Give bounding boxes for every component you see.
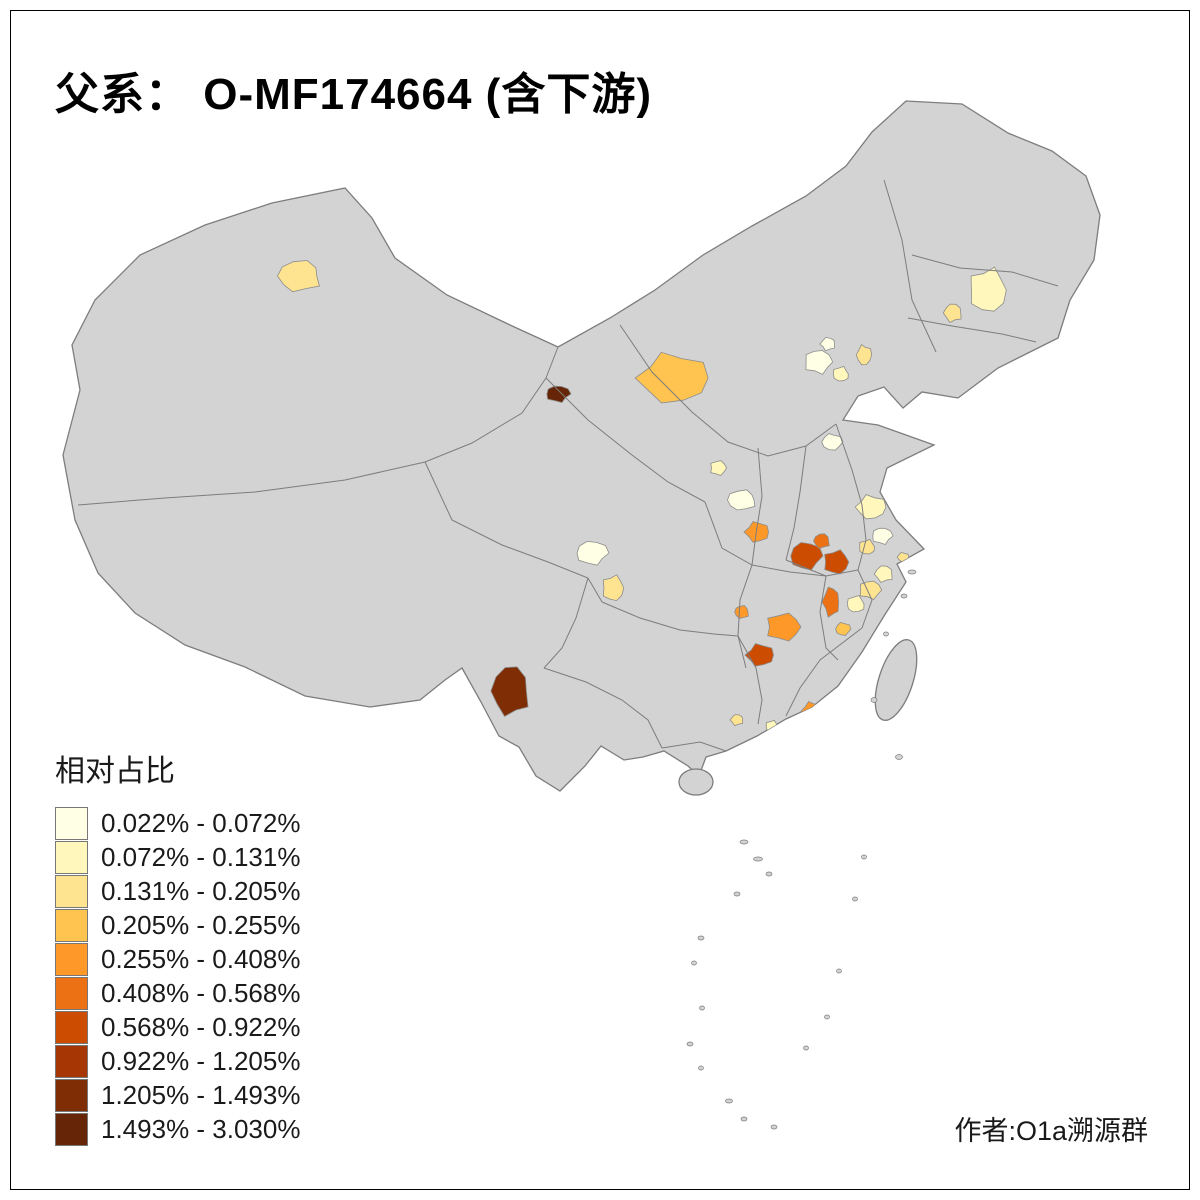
legend-item: 1.493% - 3.030% (55, 1112, 300, 1146)
map-region (490, 666, 529, 717)
legend-swatch (55, 942, 88, 976)
author-credit: 作者:O1a溯源群 (954, 1116, 1148, 1146)
legend-item: 0.022% - 0.072% (55, 806, 300, 840)
legend-label: 0.131% - 0.205% (101, 875, 301, 906)
legend-swatch (55, 976, 88, 1010)
legend-swatch (55, 1044, 88, 1078)
map-region (821, 433, 844, 451)
map-region (872, 527, 894, 545)
map-region (846, 595, 865, 613)
legend-label: 0.205% - 0.255% (101, 909, 301, 940)
map-region (602, 574, 625, 602)
map-region (790, 542, 824, 571)
map-region (835, 622, 852, 636)
legend-swatch (55, 1078, 88, 1112)
legend-swatch (55, 1112, 88, 1146)
map-region (734, 605, 749, 619)
map-region (942, 303, 962, 324)
map-region (767, 612, 802, 642)
map-region (819, 337, 836, 352)
legend-item: 0.205% - 0.255% (55, 908, 300, 942)
legend-swatch (55, 806, 88, 840)
legend-item: 0.255% - 0.408% (55, 942, 300, 976)
legend-label: 0.255% - 0.408% (101, 943, 301, 974)
legend-swatch (55, 1010, 88, 1044)
legend-item: 0.408% - 0.568% (55, 976, 300, 1010)
map-region (710, 460, 728, 476)
province-borders (77, 179, 1059, 752)
choropleth-regions (277, 260, 1007, 732)
legend-swatch (55, 840, 88, 874)
map-region (813, 533, 830, 549)
legend-item: 0.922% - 1.205% (55, 1044, 300, 1078)
china-mainland (62, 100, 1101, 792)
map-region (832, 365, 849, 382)
legend-swatch (55, 908, 88, 942)
legend-items: 0.022% - 0.072% 0.072% - 0.131% 0.131% - 0… (55, 806, 300, 1146)
legend-label: 1.493% - 3.030% (101, 1113, 301, 1144)
map-region (727, 489, 756, 511)
legend-label: 0.568% - 0.922% (101, 1011, 301, 1042)
legend-title: 相对占比 (55, 755, 175, 788)
map-region (729, 714, 743, 727)
hainan-island (678, 768, 714, 796)
legend: 相对占比 0.022% - 0.072% 0.072% - 0.131% 0.131… (55, 746, 300, 1146)
legend-swatch (55, 874, 88, 908)
map-region (805, 350, 834, 375)
legend-label: 1.205% - 1.493% (101, 1079, 301, 1110)
map-title: 父系： O-MF174664 (含下游) (55, 70, 652, 119)
legend-label: 0.072% - 0.131% (101, 841, 301, 872)
legend-label: 0.408% - 0.568% (101, 977, 301, 1008)
taiwan-island (874, 639, 918, 721)
map-region (634, 351, 709, 404)
map-region (873, 565, 893, 584)
legend-item: 0.131% - 0.205% (55, 874, 300, 908)
legend-label: 0.922% - 1.205% (101, 1045, 301, 1076)
map-region (576, 540, 610, 566)
legend-item: 0.568% - 0.922% (55, 1010, 300, 1044)
map-region (546, 385, 572, 403)
legend-item: 0.072% - 0.131% (55, 840, 300, 874)
legend-item: 1.205% - 1.493% (55, 1078, 300, 1112)
map-region (277, 260, 320, 293)
map-region (788, 717, 801, 728)
map-region (824, 549, 850, 575)
south-china-sea-islands (686, 569, 917, 1130)
map-region (855, 344, 873, 366)
legend-label: 0.022% - 0.072% (101, 807, 301, 838)
